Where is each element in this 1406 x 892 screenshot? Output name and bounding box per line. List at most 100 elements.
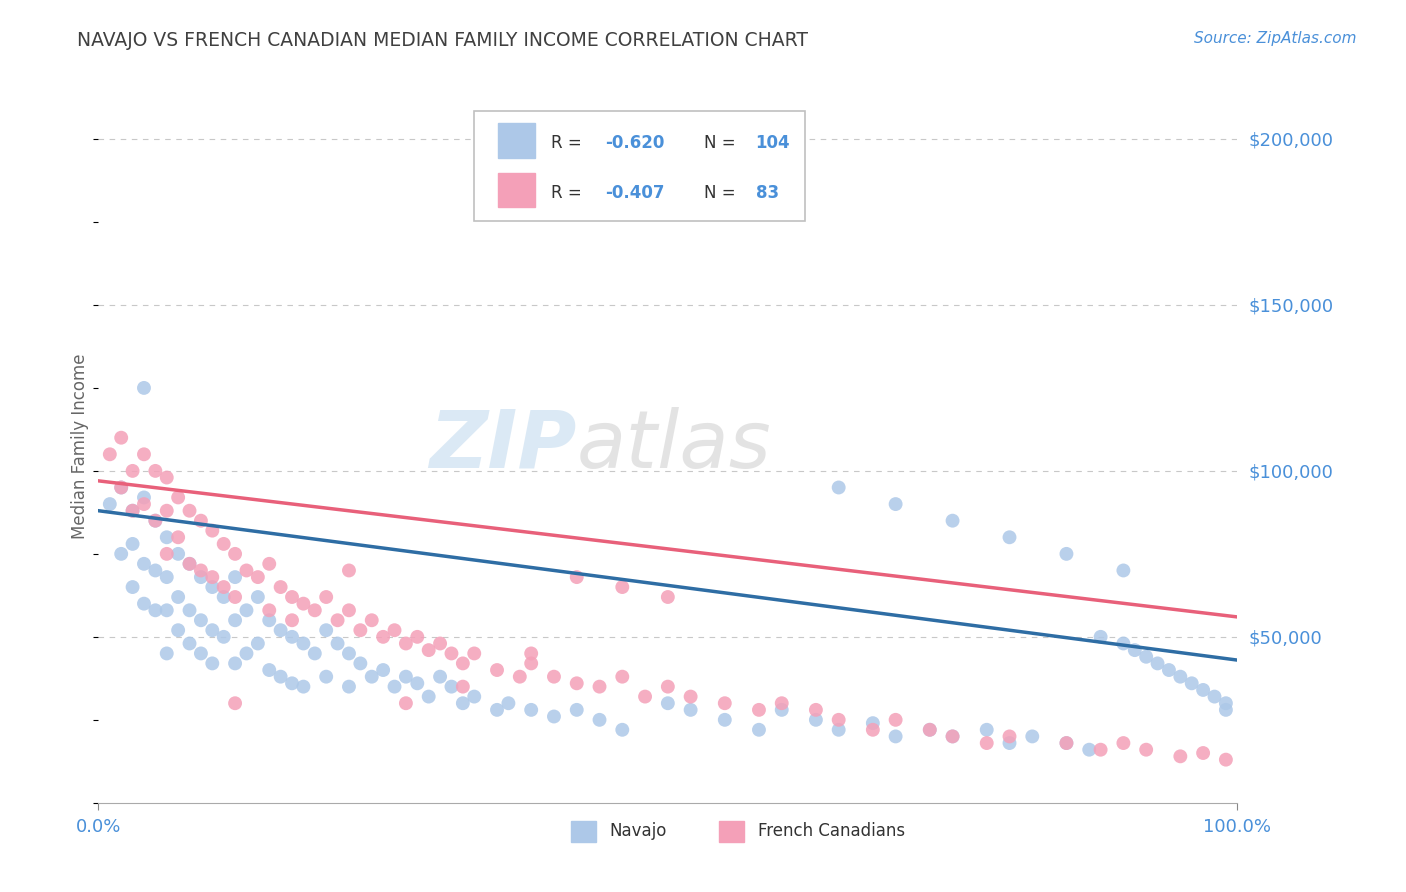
Y-axis label: Median Family Income: Median Family Income <box>70 353 89 539</box>
Point <box>315 670 337 684</box>
Text: R =: R = <box>551 184 581 202</box>
Point <box>1215 703 1237 717</box>
Text: R =: R = <box>551 134 581 153</box>
Text: NAVAJO VS FRENCH CANADIAN MEDIAN FAMILY INCOME CORRELATION CHART: NAVAJO VS FRENCH CANADIAN MEDIAN FAMILY … <box>77 31 808 50</box>
Point <box>395 636 418 650</box>
Point <box>190 514 212 528</box>
Point <box>371 630 394 644</box>
Bar <box>498 123 534 158</box>
Text: Navajo: Navajo <box>610 822 666 840</box>
Point <box>224 696 246 710</box>
Point <box>679 703 702 717</box>
Text: ZIP: ZIP <box>429 407 576 485</box>
Point <box>486 703 509 717</box>
Point <box>121 504 143 518</box>
Point <box>451 680 474 694</box>
Point <box>304 647 326 661</box>
Point <box>270 624 292 638</box>
Point <box>679 690 702 704</box>
Point <box>212 537 235 551</box>
Point <box>259 557 281 571</box>
Point <box>1123 643 1146 657</box>
Point <box>1192 746 1215 760</box>
Point <box>509 670 531 684</box>
Point <box>1170 749 1192 764</box>
Point <box>98 447 121 461</box>
Point <box>326 613 349 627</box>
Point <box>190 570 212 584</box>
Point <box>463 690 485 704</box>
Point <box>1215 696 1237 710</box>
Point <box>179 636 201 650</box>
Point <box>235 564 257 578</box>
Point <box>429 670 451 684</box>
FancyBboxPatch shape <box>474 111 804 221</box>
Point <box>145 514 167 528</box>
Point <box>1054 736 1078 750</box>
Text: Source: ZipAtlas.com: Source: ZipAtlas.com <box>1194 31 1357 46</box>
Point <box>543 670 565 684</box>
Point <box>337 564 360 578</box>
Point <box>224 590 246 604</box>
Point <box>714 713 737 727</box>
Point <box>292 680 315 694</box>
Point <box>395 696 418 710</box>
Point <box>259 603 281 617</box>
Point <box>179 557 201 571</box>
Point <box>132 381 155 395</box>
Point <box>942 514 965 528</box>
Point <box>246 570 269 584</box>
Point <box>156 603 179 617</box>
Point <box>201 570 224 584</box>
Point <box>804 703 827 717</box>
Point <box>612 580 634 594</box>
Text: 104: 104 <box>755 134 790 153</box>
Point <box>337 680 360 694</box>
Point <box>167 530 190 544</box>
Point <box>451 696 474 710</box>
Point <box>884 730 907 744</box>
Point <box>429 636 451 650</box>
Point <box>804 713 827 727</box>
Point <box>918 723 941 737</box>
Point <box>1181 676 1204 690</box>
Point <box>565 703 588 717</box>
Point <box>145 603 167 617</box>
Point <box>281 630 304 644</box>
Point <box>110 431 132 445</box>
Point <box>588 680 610 694</box>
Point <box>212 580 235 594</box>
Point <box>976 736 998 750</box>
Point <box>942 730 965 744</box>
Point <box>714 696 737 710</box>
Point <box>588 713 610 727</box>
Point <box>132 557 155 571</box>
Point <box>657 696 679 710</box>
Point <box>201 580 224 594</box>
Point <box>270 670 292 684</box>
Text: N =: N = <box>704 134 735 153</box>
Point <box>384 624 406 638</box>
Point <box>1135 742 1157 756</box>
Point <box>121 537 143 551</box>
Point <box>315 590 337 604</box>
Point <box>862 723 884 737</box>
Point <box>1090 630 1112 644</box>
Point <box>440 680 463 694</box>
Point <box>110 481 132 495</box>
Point <box>259 613 281 627</box>
Point <box>1054 736 1078 750</box>
Point <box>1054 547 1078 561</box>
Point <box>132 497 155 511</box>
Point <box>748 703 770 717</box>
Point <box>520 647 543 661</box>
Point <box>371 663 394 677</box>
Point <box>998 730 1021 744</box>
Point <box>748 723 770 737</box>
Point <box>451 657 474 671</box>
Point <box>1112 736 1135 750</box>
Point <box>235 603 257 617</box>
Point <box>565 570 588 584</box>
Point <box>281 590 304 604</box>
Point <box>918 723 941 737</box>
